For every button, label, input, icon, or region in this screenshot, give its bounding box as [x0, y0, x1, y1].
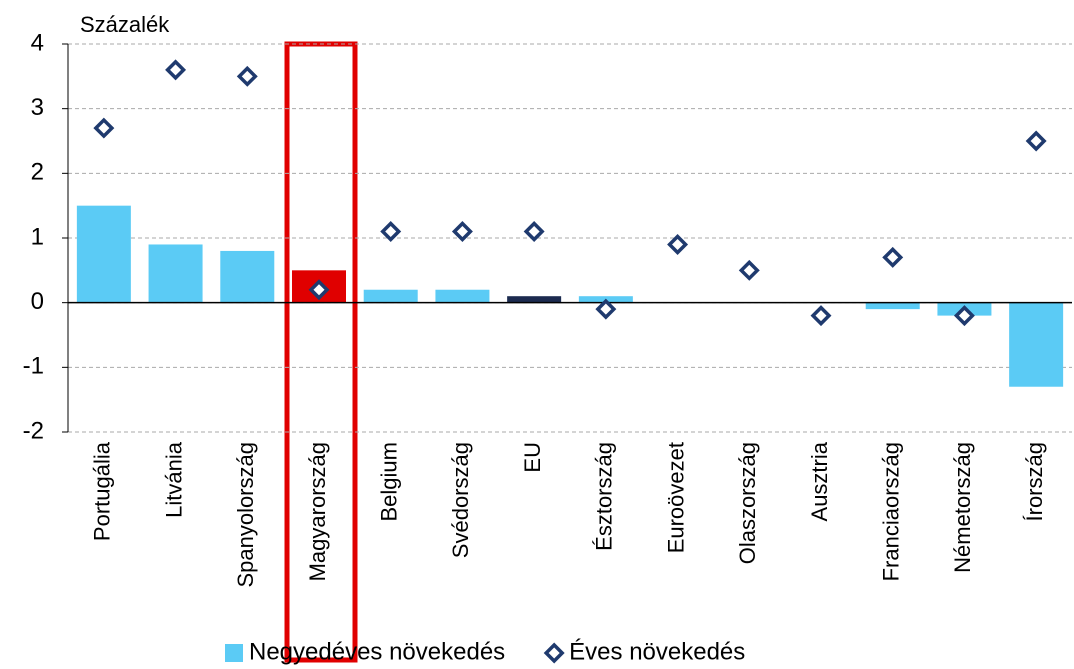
bar	[220, 250, 275, 303]
x-tick-label: Svédország	[448, 442, 473, 558]
marker	[810, 305, 832, 327]
marker	[882, 246, 904, 268]
legend-label: Éves növekedés	[569, 638, 745, 665]
x-tick-label: Németország	[950, 442, 975, 573]
y-tick-label: 0	[31, 288, 44, 315]
x-tick-label: Litvánia	[161, 441, 186, 518]
legend-swatch	[543, 642, 565, 664]
marker	[953, 305, 975, 327]
bar	[865, 302, 920, 310]
y-tick-label: 1	[31, 223, 44, 250]
marker	[93, 117, 115, 139]
x-tick-label: Olaszország	[735, 442, 760, 564]
legend-label: Negyedéves növekedés	[249, 638, 505, 665]
x-tick-label: Ausztria	[807, 441, 832, 521]
y-tick-label: -1	[23, 353, 44, 380]
y-tick-label: 2	[31, 159, 44, 186]
bar	[435, 289, 490, 303]
x-tick-label: Észtország	[592, 442, 617, 551]
x-tick-label: Belgium	[377, 442, 402, 521]
bar	[76, 205, 131, 303]
x-tick-label: Spanyolország	[233, 442, 258, 588]
bar	[507, 296, 562, 303]
y-tick-label: 4	[31, 29, 44, 56]
bar	[363, 289, 418, 303]
marker	[738, 259, 760, 281]
legend-swatch	[225, 644, 243, 662]
marker	[308, 279, 330, 301]
y-tick-label: 3	[31, 94, 44, 121]
bar	[148, 244, 203, 303]
marker	[595, 298, 617, 320]
y-tick-label: -2	[23, 417, 44, 444]
x-tick-label: Euroövezet	[663, 442, 688, 553]
marker	[380, 221, 402, 243]
marker	[165, 59, 187, 81]
marker	[1025, 130, 1047, 152]
x-tick-label: EU	[520, 442, 545, 473]
marker	[523, 221, 545, 243]
y-axis-label: Százalék	[80, 12, 170, 37]
marker	[451, 221, 473, 243]
x-tick-label: Magyarország	[305, 442, 330, 581]
bar	[1009, 302, 1064, 387]
x-tick-label: Portugália	[90, 441, 115, 541]
x-tick-label: Franciaország	[879, 442, 904, 581]
marker	[236, 65, 258, 87]
x-tick-label: Írország	[1022, 442, 1047, 521]
marker	[667, 233, 689, 255]
